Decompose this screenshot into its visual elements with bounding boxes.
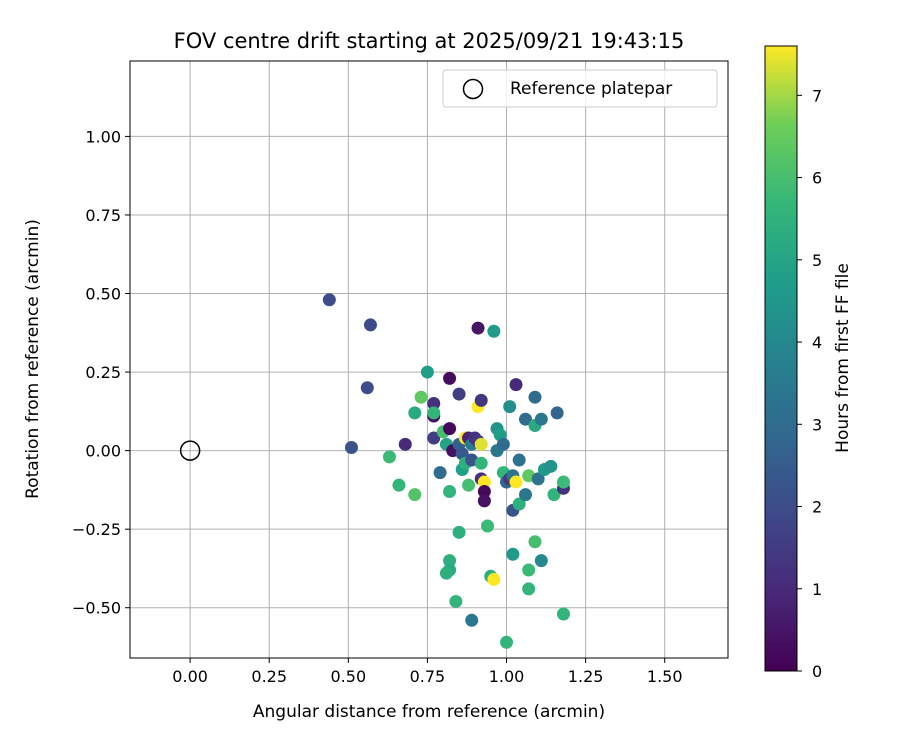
scatter-point bbox=[414, 390, 428, 404]
scatter-point bbox=[481, 519, 495, 533]
colorbar-bar bbox=[764, 45, 798, 672]
x-tick-label: 1.25 bbox=[568, 667, 604, 686]
scatter-point bbox=[547, 488, 561, 502]
x-axis-ticks: 0.00 0.25 0.50 0.75 1.00 1.25 1.50 bbox=[172, 658, 683, 686]
scatter-point bbox=[509, 378, 523, 392]
reference-marker-group bbox=[179, 440, 201, 461]
scatter-point bbox=[465, 613, 479, 627]
scatter-point bbox=[363, 318, 377, 332]
scatter-point bbox=[500, 635, 514, 649]
y-tick-label: −0.25 bbox=[72, 520, 121, 539]
colorbar-tick-label: 0 bbox=[812, 662, 822, 681]
scatter-point bbox=[474, 437, 488, 451]
x-axis-label: Angular distance from reference (arcmin) bbox=[253, 702, 605, 722]
grid-lines bbox=[130, 61, 728, 658]
scatter-point bbox=[528, 535, 542, 549]
x-tick-label: 0.00 bbox=[172, 667, 208, 686]
scatter-point bbox=[531, 472, 545, 486]
scatter-point bbox=[556, 607, 570, 621]
colorbar-tick-label: 1 bbox=[812, 580, 822, 599]
colorbar: 0 1 2 3 4 5 6 7 Hours from first FF file bbox=[764, 45, 853, 681]
x-tick-label: 0.75 bbox=[410, 667, 446, 686]
scatter-point bbox=[534, 554, 548, 568]
scatter-point bbox=[512, 453, 526, 467]
scatter-point bbox=[477, 475, 491, 489]
x-tick-label: 0.25 bbox=[251, 667, 287, 686]
scatter-point bbox=[503, 400, 517, 414]
scatter-point bbox=[519, 412, 533, 426]
y-tick-label: 0.25 bbox=[85, 363, 121, 382]
y-tick-label: 1.00 bbox=[85, 127, 121, 146]
scatter-point bbox=[443, 554, 457, 568]
y-tick-label: 0.75 bbox=[85, 206, 121, 225]
scatter-point bbox=[487, 324, 501, 338]
scatter-point bbox=[443, 371, 457, 385]
scatter-point bbox=[449, 594, 463, 608]
legend: Reference platepar bbox=[442, 69, 718, 108]
y-tick-label: 0.50 bbox=[85, 285, 121, 304]
y-axis-ticks: −0.50 −0.25 0.00 0.25 0.50 0.75 1.00 bbox=[72, 127, 130, 618]
x-tick-label: 0.50 bbox=[331, 667, 367, 686]
scatter-point bbox=[496, 437, 510, 451]
scatter-point bbox=[509, 475, 523, 489]
scatter-point bbox=[474, 456, 488, 470]
scatter-point bbox=[519, 488, 533, 502]
colorbar-tick-label: 2 bbox=[812, 498, 822, 517]
colorbar-ticks: 0 1 2 3 4 5 6 7 bbox=[797, 86, 822, 681]
scatter-point bbox=[408, 488, 422, 502]
x-tick-label: 1.50 bbox=[647, 667, 683, 686]
scatter-point bbox=[443, 484, 457, 498]
legend-reference-marker bbox=[462, 78, 484, 100]
plot-frame bbox=[129, 60, 729, 659]
scatter-point bbox=[522, 582, 536, 596]
scatter-point bbox=[398, 437, 412, 451]
colorbar-tick-label: 6 bbox=[812, 169, 822, 188]
scatter-point bbox=[477, 494, 491, 508]
scatter-point bbox=[471, 321, 485, 335]
scatter-point bbox=[512, 497, 526, 511]
colorbar-tick-label: 4 bbox=[812, 333, 822, 352]
scatter-point bbox=[427, 396, 441, 410]
colorbar-tick-label: 7 bbox=[812, 86, 822, 105]
scatter-point bbox=[528, 390, 542, 404]
colorbar-label: Hours from first FF file bbox=[833, 263, 853, 453]
scatter-point bbox=[382, 450, 396, 464]
scatter-point bbox=[427, 406, 441, 420]
scatter-point bbox=[452, 387, 466, 401]
scatter-point bbox=[462, 478, 476, 492]
scatter-point bbox=[439, 566, 453, 580]
scatter-point bbox=[433, 466, 447, 480]
y-tick-label: 0.00 bbox=[85, 442, 121, 461]
scatter-point bbox=[522, 563, 536, 577]
scatter-point bbox=[506, 547, 520, 561]
scatter-point bbox=[322, 293, 336, 307]
scatter-point bbox=[392, 478, 406, 492]
legend-box bbox=[442, 69, 718, 108]
colorbar-tick-label: 5 bbox=[812, 251, 822, 270]
scatter-point bbox=[360, 381, 374, 395]
y-axis-label: Rotation from reference (arcmin) bbox=[23, 219, 43, 499]
scatter-point bbox=[477, 484, 491, 498]
reference-platepar-marker bbox=[179, 440, 201, 461]
scatter-point bbox=[487, 572, 501, 586]
data-points bbox=[322, 293, 570, 649]
x-tick-label: 1.00 bbox=[489, 667, 525, 686]
scatter-point bbox=[534, 412, 548, 426]
colorbar-tick-label: 3 bbox=[812, 415, 822, 434]
scatter-point bbox=[420, 365, 434, 379]
legend-entry-reference: Reference platepar bbox=[510, 79, 672, 99]
scatter-point bbox=[544, 459, 558, 473]
scatter-point bbox=[474, 393, 488, 407]
scatter-point bbox=[427, 431, 441, 445]
scatter-point bbox=[556, 475, 570, 489]
scatter-point bbox=[344, 440, 358, 454]
scatter-point bbox=[550, 406, 564, 420]
scatter-point bbox=[452, 525, 466, 539]
y-tick-label: −0.50 bbox=[72, 599, 121, 618]
scatter-point bbox=[408, 406, 422, 420]
scatter-point bbox=[443, 422, 457, 436]
chart-title: FOV centre drift starting at 2025/09/21 … bbox=[174, 29, 685, 53]
